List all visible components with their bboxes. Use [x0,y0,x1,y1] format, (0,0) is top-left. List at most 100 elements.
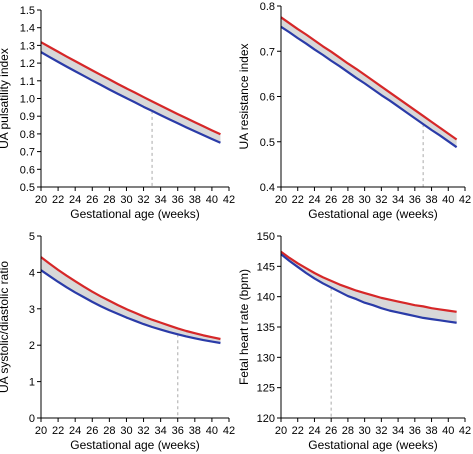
x-tick-label: 34 [392,194,404,206]
difference-band [281,17,457,148]
chart-panel-4: 20 22 24 26 28 30 32 34 36 38 40 42 120 125 130 135 140 1… [237,231,471,452]
x-tick-label: 24 [308,425,320,437]
series-line-lower [280,25,458,149]
y-tick-label: 1 [29,377,35,389]
y-tick-label: 0.6 [260,92,275,104]
x-tick-label: 24 [308,194,320,206]
x-tick-label: 42 [223,425,235,437]
x-tick-label: 20 [35,194,47,206]
series-line-lower [40,269,221,345]
x-tick-label: 42 [223,194,235,206]
x-tick-label: 30 [359,425,371,437]
y-tick-label: 1.4 [20,23,35,35]
x-tick-label: 34 [155,425,167,437]
x-tick-label: 32 [375,425,387,437]
x-tick-label: 22 [292,425,304,437]
series-line-upper [40,41,221,136]
x-tick-label: 22 [292,194,304,206]
x-tick-label: 28 [342,194,354,206]
x-tick-label: 36 [172,425,184,437]
series-line-upper [40,256,221,341]
x-tick-label: 26 [325,425,337,437]
x-axis-label: Gestational age (weeks) [308,438,437,452]
x-tick-label: 32 [375,194,387,206]
x-tick-label: 42 [459,194,471,206]
y-tick-label: 1.1 [20,76,35,88]
y-tick-label: 0.9 [20,111,35,123]
x-tick-label: 26 [86,425,98,437]
y-tick-label: 0.7 [20,147,35,159]
x-tick-label: 40 [206,194,218,206]
x-tick-label: 40 [206,425,218,437]
y-tick-label: 0.8 [20,129,35,141]
y-tick-label: 0.8 [260,1,275,13]
x-tick-label: 30 [120,425,132,437]
y-tick-label: 120 [257,413,275,425]
y-tick-label: 0 [29,413,35,425]
x-axis-label: Gestational age (weeks) [70,438,199,452]
x-tick-label: 26 [325,194,337,206]
x-tick-label: 42 [459,425,471,437]
y-tick-label: 140 [257,292,275,304]
y-tick-label: 1.2 [20,58,35,70]
x-tick-label: 38 [189,425,201,437]
series-line-lower [40,51,221,144]
x-tick-label: 40 [442,194,454,206]
x-tick-label: 20 [275,194,287,206]
x-tick-label: 28 [103,425,115,437]
y-tick-label: 1.3 [20,40,35,52]
y-tick-label: 4 [29,267,35,279]
chart-panel-2: 20 22 24 26 28 30 32 34 36 38 40 42 0.4 0.5 0.6 0.7 0.8 G… [237,1,471,221]
y-axis-label: UA systolic/diastolic ratio [0,261,11,393]
y-tick-label: 0.6 [20,164,35,176]
y-tick-label: 0.5 [260,137,275,149]
y-tick-label: 1.0 [20,94,35,106]
x-tick-label: 20 [35,425,47,437]
x-tick-label: 38 [425,194,437,206]
chart-panel-1: 20 22 24 26 28 30 32 34 36 38 40 42 0.5 0.6 0.7 0.8 0.9 1… [0,5,235,221]
y-axis-label: Fetal heart rate (bpm) [237,269,251,385]
x-tick-label: 38 [189,194,201,206]
y-tick-label: 150 [257,231,275,243]
x-tick-label: 28 [342,425,354,437]
x-tick-label: 20 [275,425,287,437]
series-line-upper [280,250,457,313]
x-tick-label: 22 [52,194,64,206]
y-axis-label: UA pulsatility index [0,48,11,149]
x-axis-label: Gestational age (weeks) [308,207,437,221]
x-tick-label: 30 [120,194,132,206]
y-tick-label: 3 [29,304,35,316]
series-line-upper [280,16,458,141]
series-line-lower [280,253,457,324]
x-tick-label: 22 [52,425,64,437]
y-tick-label: 1.5 [20,5,35,17]
difference-band [41,257,221,344]
x-tick-label: 30 [359,194,371,206]
y-tick-label: 145 [257,261,275,273]
difference-band [281,251,457,323]
x-tick-label: 28 [103,194,115,206]
y-axis-label: UA resistance index [237,43,251,149]
x-tick-label: 36 [409,425,421,437]
y-tick-label: 130 [257,352,275,364]
x-tick-label: 34 [155,194,167,206]
y-tick-label: 0.7 [260,46,275,58]
y-tick-label: 5 [29,231,35,243]
x-tick-label: 24 [69,194,81,206]
x-tick-label: 32 [137,194,149,206]
x-tick-label: 40 [442,425,454,437]
x-tick-label: 38 [425,425,437,437]
y-tick-label: 125 [257,383,275,395]
x-axis-label: Gestational age (weeks) [70,207,199,221]
x-tick-label: 24 [69,425,81,437]
y-tick-label: 0.4 [260,182,275,194]
y-tick-label: 0.5 [20,182,35,194]
y-tick-label: 2 [29,340,35,352]
x-tick-label: 26 [86,194,98,206]
x-tick-label: 36 [172,194,184,206]
y-tick-label: 135 [257,322,275,334]
x-tick-label: 32 [137,425,149,437]
chart-panel-3: 20 22 24 26 28 30 32 34 36 38 40 42012345Gestationa… [0,231,235,452]
x-tick-label: 36 [409,194,421,206]
